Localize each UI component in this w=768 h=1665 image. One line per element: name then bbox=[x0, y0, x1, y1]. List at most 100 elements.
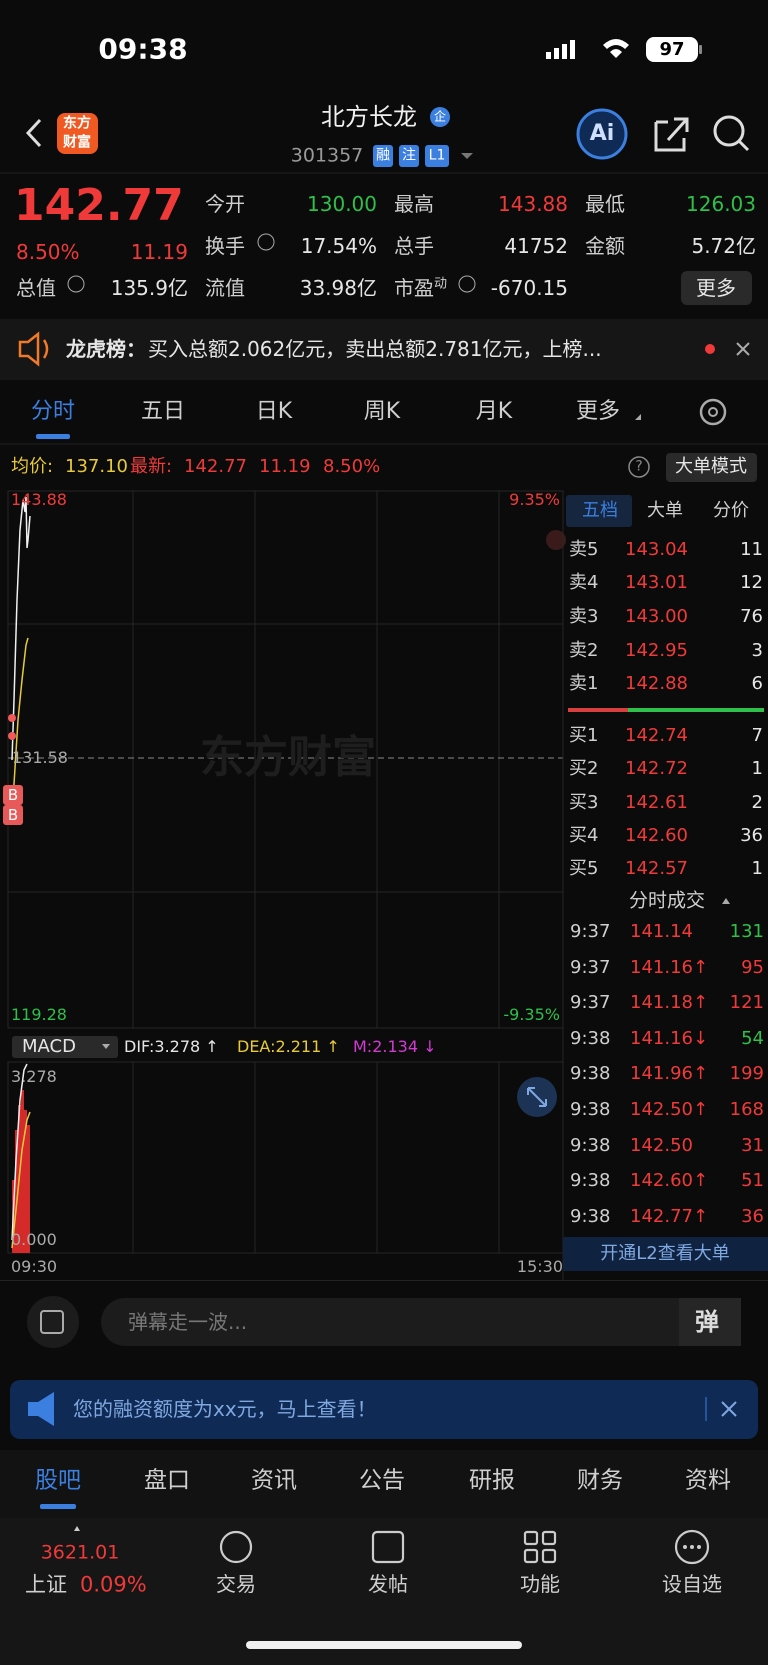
mode-button-label[interactable]: 大单模式 bbox=[675, 456, 747, 478]
nav-item[interactable]: 发帖 bbox=[368, 1572, 408, 1596]
stat-label: 总手 bbox=[394, 234, 434, 258]
nav-bg bbox=[0, 1518, 768, 1665]
stat-value: 5.72亿 bbox=[691, 234, 756, 258]
macd-dea: DEA:2.211 ↑ bbox=[237, 1037, 340, 1057]
trade-volume: 121 bbox=[729, 992, 764, 1014]
trade-time: 9:37 bbox=[570, 956, 611, 978]
l2-banner[interactable]: 开通L2查看大单 bbox=[600, 1243, 730, 1265]
dropdown-icon[interactable] bbox=[461, 153, 473, 159]
info-icon bbox=[67, 275, 85, 293]
close-icon[interactable] bbox=[721, 1401, 737, 1417]
bottom-tabs-bg bbox=[0, 1450, 768, 1518]
stat-value: 130.00 bbox=[307, 192, 377, 216]
stat-label: 最低 bbox=[585, 192, 625, 216]
tab[interactable]: 分时 bbox=[30, 398, 76, 424]
index-pct[interactable]: 0.09% bbox=[80, 1572, 147, 1597]
danmaku-toggle[interactable] bbox=[27, 1296, 79, 1348]
stock-tag: 融 bbox=[376, 147, 390, 164]
bottom-tab[interactable]: 盘口 bbox=[144, 1467, 190, 1494]
bottom-tab[interactable]: 研报 bbox=[469, 1467, 515, 1494]
trade-volume: 54 bbox=[741, 1027, 764, 1049]
trade-volume: 131 bbox=[729, 921, 764, 943]
stat-label: 流值 bbox=[205, 276, 245, 300]
book-tab[interactable]: 大单 bbox=[647, 500, 683, 522]
macd-label[interactable]: MACD bbox=[22, 1036, 76, 1058]
search-icon[interactable] bbox=[713, 115, 745, 147]
notice-text[interactable]: 买入总额2.062亿元，卖出总额2.781亿元，上榜... bbox=[148, 337, 602, 361]
book-tab[interactable]: 五档 bbox=[582, 500, 618, 522]
book-price: 142.95 bbox=[625, 640, 688, 662]
ai-button[interactable] bbox=[576, 108, 628, 160]
book-price: 142.60 bbox=[625, 825, 688, 847]
comment-input[interactable] bbox=[101, 1298, 741, 1346]
nav-item[interactable]: 功能 bbox=[520, 1572, 560, 1596]
send-button-label[interactable]: 弹 bbox=[695, 1307, 719, 1336]
book-volume: 1 bbox=[751, 758, 763, 780]
bottom-tab[interactable]: 公告 bbox=[359, 1467, 405, 1494]
share-icon[interactable] bbox=[654, 117, 689, 152]
mode-button[interactable] bbox=[666, 453, 757, 482]
more-button[interactable] bbox=[681, 271, 752, 305]
book-label: 卖4 bbox=[569, 572, 599, 594]
summary-text: 均价: bbox=[11, 456, 54, 478]
trade-time: 9:38 bbox=[570, 1134, 611, 1156]
send-button[interactable] bbox=[679, 1298, 741, 1346]
more-button-label[interactable]: 更多 bbox=[696, 276, 736, 300]
back-icon[interactable] bbox=[25, 118, 42, 148]
trade-time: 9:37 bbox=[570, 921, 611, 943]
chart-mid: 131.58 bbox=[12, 748, 68, 768]
stat-value: 33.98亿 bbox=[299, 276, 377, 300]
stat-label: 今开 bbox=[205, 192, 245, 216]
stat-value: -670.15 bbox=[490, 276, 568, 300]
buy-marker: B bbox=[7, 785, 19, 804]
tab-underline bbox=[36, 434, 70, 439]
book-tab[interactable]: 分价 bbox=[713, 500, 749, 522]
book-volume: 3 bbox=[751, 640, 763, 662]
comment-placeholder[interactable]: 弹幕走一波... bbox=[128, 1310, 248, 1334]
tab[interactable]: 周K bbox=[363, 398, 401, 424]
book-label: 卖5 bbox=[569, 539, 599, 561]
stat-label: 换手 bbox=[205, 234, 245, 258]
stock-tag: L1 bbox=[428, 147, 446, 164]
notice-label: 龙虎榜： bbox=[66, 337, 146, 361]
badge-bg bbox=[430, 107, 450, 127]
nav-icons bbox=[219, 1529, 710, 1565]
tab[interactable]: 五日 bbox=[140, 398, 186, 424]
bottom-tab[interactable]: 资料 bbox=[685, 1467, 731, 1494]
bottom-tab[interactable]: 股吧 bbox=[35, 1467, 81, 1494]
stock-code: 301357 bbox=[290, 144, 364, 167]
macd-m: M:2.134 ↓ bbox=[353, 1037, 437, 1057]
stat-label: 金额 bbox=[585, 234, 625, 258]
macd-select[interactable] bbox=[12, 1036, 118, 1058]
index-value[interactable]: 3621.01 bbox=[40, 1541, 120, 1564]
trade-time: 9:38 bbox=[570, 1063, 611, 1085]
tab[interactable]: 月K bbox=[475, 398, 513, 424]
stat-value: 41752 bbox=[504, 234, 568, 258]
battery-level: 97 bbox=[659, 39, 685, 61]
book-price: 142.72 bbox=[625, 758, 688, 780]
nav-item[interactable]: 交易 bbox=[216, 1572, 256, 1596]
bottom-tab[interactable]: 资讯 bbox=[251, 1467, 297, 1494]
book-price: 142.61 bbox=[625, 792, 688, 814]
tab[interactable]: 日K bbox=[255, 398, 293, 424]
close-icon[interactable] bbox=[736, 342, 750, 356]
nav-item[interactable]: 设自选 bbox=[662, 1572, 722, 1596]
help-icon[interactable] bbox=[628, 456, 650, 478]
settings-icon[interactable] bbox=[699, 398, 727, 426]
ai-label[interactable]: Ai bbox=[589, 120, 615, 146]
macd-bottom: 0.000 bbox=[11, 1230, 57, 1250]
index-name[interactable]: 上证 bbox=[25, 1572, 67, 1597]
promo-text[interactable]: 您的融资额度为xx元，马上查看！ bbox=[73, 1397, 377, 1421]
trade-dot bbox=[8, 732, 16, 740]
promo-bg[interactable] bbox=[10, 1380, 758, 1439]
book-volume: 12 bbox=[740, 572, 763, 594]
help-label[interactable]: ? bbox=[635, 458, 643, 475]
tab[interactable]: 更多 bbox=[575, 398, 621, 424]
stat-value: 126.03 bbox=[686, 192, 756, 216]
summary-text: 最新: bbox=[130, 456, 173, 478]
l2-banner-bg[interactable] bbox=[563, 1237, 768, 1271]
time-start: 09:30 bbox=[11, 1257, 58, 1277]
book-label: 买3 bbox=[569, 792, 599, 814]
bottom-tab[interactable]: 财务 bbox=[577, 1467, 623, 1494]
chart-grid bbox=[7, 490, 564, 1254]
